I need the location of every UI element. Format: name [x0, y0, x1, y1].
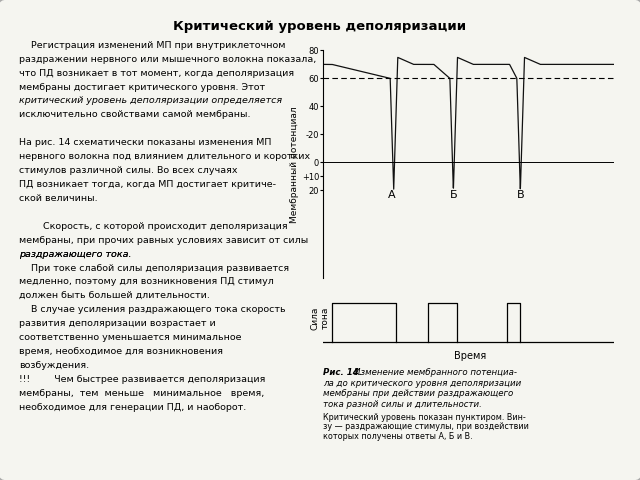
Text: Рис. 14.: Рис. 14. [323, 368, 365, 377]
Text: Критический уровень показан пунктиром. Вин-: Критический уровень показан пунктиром. В… [323, 413, 526, 422]
Text: раздражающего тока.: раздражающего тока. [19, 250, 132, 259]
Y-axis label: Сила
тона: Сила тона [311, 306, 330, 330]
Text: мембраны, при прочих равных условиях зависит от силы: мембраны, при прочих равных условиях зав… [19, 236, 308, 245]
Text: что ПД возникает в тот момент, когда деполяризация: что ПД возникает в тот момент, когда деп… [19, 69, 294, 78]
Text: нервного волокна под влиянием длительного и коротких: нервного волокна под влиянием длительног… [19, 152, 310, 161]
Text: раздражающего тока.: раздражающего тока. [19, 250, 132, 259]
Text: Регистрация изменений МП при внутриклеточном: Регистрация изменений МП при внутриклето… [19, 41, 285, 50]
Text: Изменение мембранного потенциа-: Изменение мембранного потенциа- [354, 368, 517, 377]
Text: ла до критического уровня деполяризации: ла до критического уровня деполяризации [323, 379, 522, 388]
Text: Критический уровень деполяризации: Критический уровень деполяризации [173, 20, 467, 33]
Text: ПД возникает тогда, когда МП достигает критиче-: ПД возникает тогда, когда МП достигает к… [19, 180, 276, 189]
Text: Б: Б [450, 190, 458, 200]
Text: ской величины.: ской величины. [19, 194, 98, 203]
Text: необходимое для генерации ПД, и наоборот.: необходимое для генерации ПД, и наоборот… [19, 403, 246, 412]
Y-axis label: Мембранный потенциал: Мембранный потенциал [290, 106, 299, 223]
Text: При токе слабой силы деполяризация развивается: При токе слабой силы деполяризация разви… [19, 264, 289, 273]
Text: развития деполяризации возрастает и: развития деполяризации возрастает и [19, 319, 216, 328]
Text: тока разной силы и длительности.: тока разной силы и длительности. [323, 400, 482, 409]
Text: медленно, поэтому для возникновения ПД стимул: медленно, поэтому для возникновения ПД с… [19, 277, 274, 287]
Text: мембраны при действии раздражающего: мембраны при действии раздражающего [323, 389, 513, 398]
Text: А: А [388, 190, 396, 200]
Text: исключительно свойствами самой мембраны.: исключительно свойствами самой мембраны. [19, 110, 251, 120]
Text: время, необходимое для возникновения: время, необходимое для возникновения [19, 347, 223, 356]
Text: критический уровень деполяризации определяется: критический уровень деполяризации опреде… [19, 96, 282, 106]
Text: В: В [517, 190, 524, 200]
Text: !!!        Чем быстрее развивается деполяризация: !!! Чем быстрее развивается деполяризаци… [19, 375, 266, 384]
Text: Скорость, с которой происходит деполяризация: Скорость, с которой происходит деполяриз… [19, 222, 288, 231]
Text: Время: Время [454, 351, 486, 361]
Text: мембраны достигает критического уровня. Этот: мембраны достигает критического уровня. … [19, 83, 266, 92]
Text: которых получены ответы А, Б и В.: которых получены ответы А, Б и В. [323, 432, 473, 441]
Text: должен быть большей длительности.: должен быть большей длительности. [19, 291, 210, 300]
Text: соответственно уменьшается минимальное: соответственно уменьшается минимальное [19, 333, 242, 342]
Text: раздражении нервного или мышечного волокна показала,: раздражении нервного или мышечного волок… [19, 55, 316, 64]
Text: зу — раздражающие стимулы, при воздействии: зу — раздражающие стимулы, при воздейств… [323, 422, 529, 432]
Text: мембраны,  тем  меньше   минимальное   время,: мембраны, тем меньше минимальное время, [19, 389, 264, 398]
Text: На рис. 14 схематически показаны изменения МП: На рис. 14 схематически показаны изменен… [19, 138, 271, 147]
Text: возбуждения.: возбуждения. [19, 361, 90, 370]
Text: В случае усиления раздражающего тока скорость: В случае усиления раздражающего тока ско… [19, 305, 286, 314]
Text: стимулов различной силы. Во всех случаях: стимулов различной силы. Во всех случаях [19, 166, 237, 175]
